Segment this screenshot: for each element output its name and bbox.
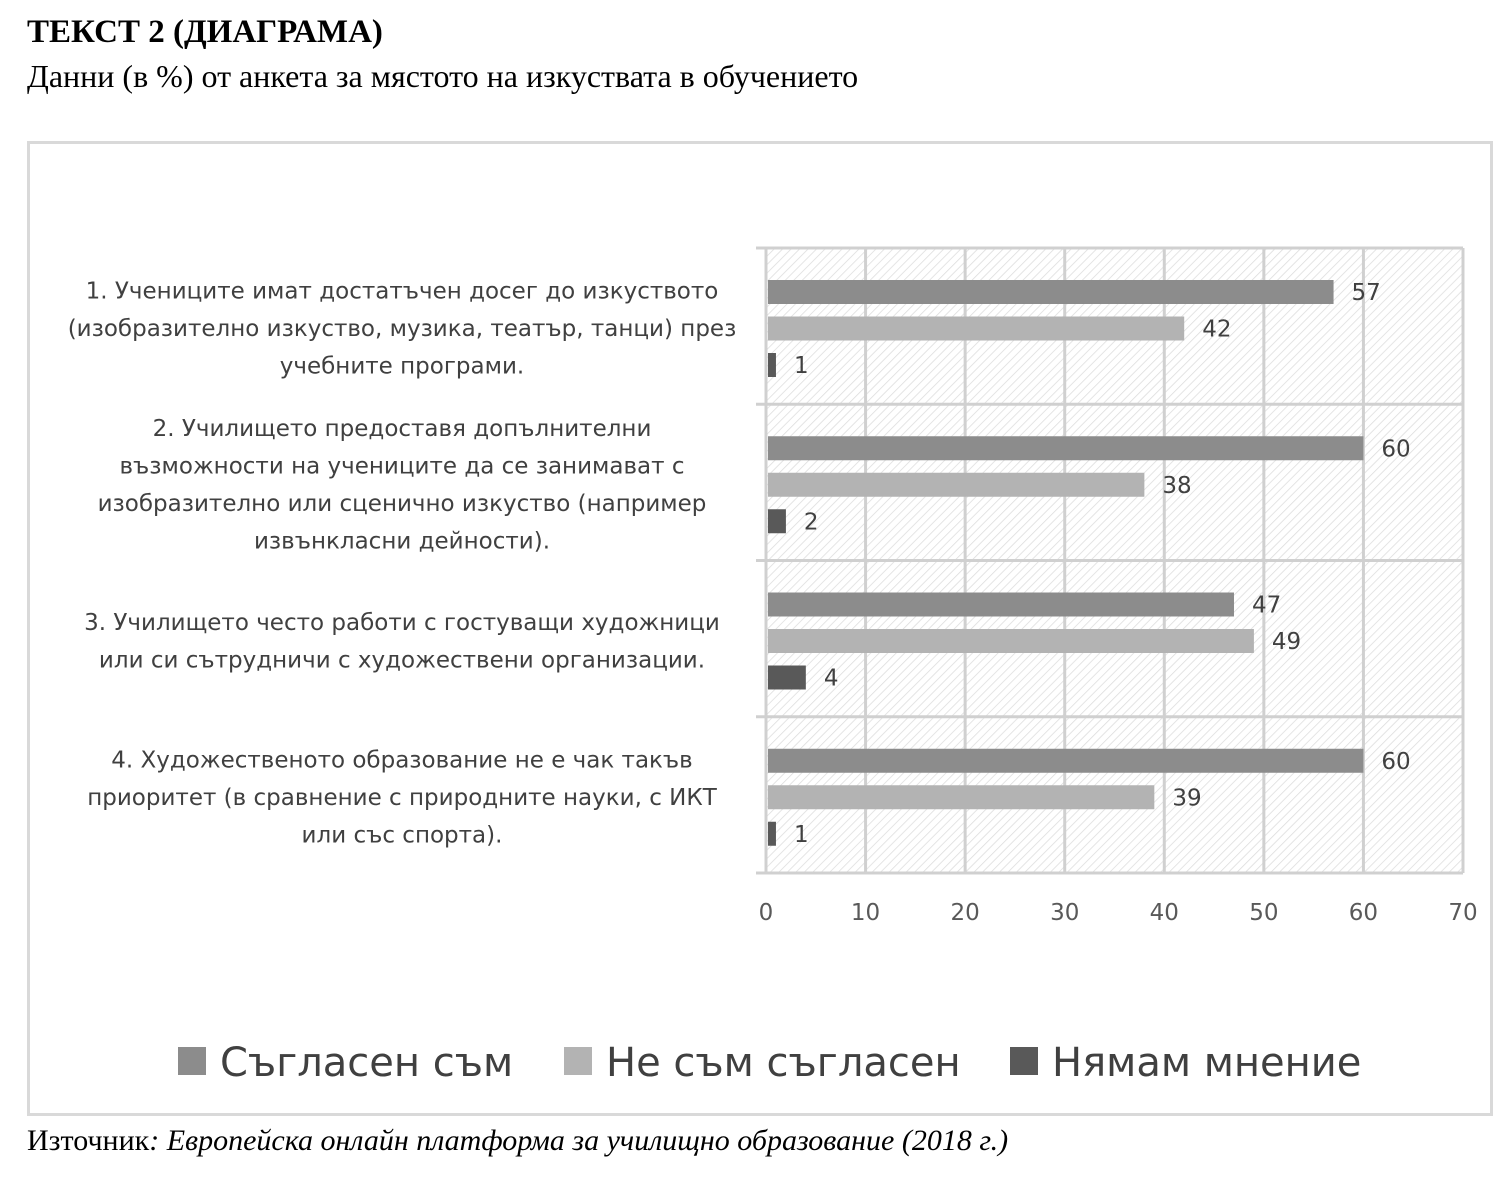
bar — [768, 436, 1364, 461]
category-label: или със спорта). — [302, 822, 503, 848]
category-label: приоритет (в сравнение с природните наук… — [87, 785, 717, 811]
category-label: 4. Художественото образование не е чак т… — [111, 747, 693, 773]
data-label: 1 — [794, 353, 809, 379]
legend-label: Нямам мнение — [1052, 1040, 1361, 1086]
legend-swatch — [564, 1047, 592, 1075]
category-label: учебните програми. — [280, 354, 524, 380]
x-tick-label: 30 — [1050, 900, 1079, 926]
x-tick-label: 20 — [951, 900, 980, 926]
data-label: 39 — [1172, 785, 1201, 811]
bar — [768, 748, 1364, 773]
data-label: 47 — [1252, 593, 1281, 619]
bar — [768, 353, 776, 377]
category-label: или си сътрудничи с художествени организ… — [99, 647, 705, 673]
data-label: 60 — [1381, 749, 1410, 775]
source-label: Източник — [27, 1124, 150, 1157]
bar — [768, 665, 806, 690]
data-label: 1 — [794, 822, 809, 848]
legend-swatch — [1010, 1047, 1038, 1075]
page-subheading: Данни (в %) от анкета за мястото на изку… — [27, 58, 859, 94]
legend-label: Не съм съгласен — [606, 1040, 961, 1086]
bar — [768, 629, 1254, 653]
x-tick-label: 60 — [1349, 900, 1378, 926]
source-note: Източник: Европейска онлайн платформа за… — [27, 1124, 1008, 1158]
data-label: 2 — [804, 509, 819, 535]
x-tick-label: 0 — [759, 900, 774, 926]
bar — [768, 280, 1334, 304]
data-label: 38 — [1162, 473, 1191, 499]
chart-frame: 57 42 1 1. Учениците имат достатъчен досег … — [27, 141, 1493, 1116]
data-label: 57 — [1352, 280, 1381, 306]
page-heading: ТЕКСТ 2 (ДИАГРАМА) — [27, 14, 383, 50]
bar — [768, 509, 786, 534]
bar — [768, 592, 1234, 617]
bar — [768, 472, 1145, 497]
data-label: 42 — [1202, 317, 1231, 343]
bar — [768, 316, 1185, 341]
category-label: 2. Училището предоставя допълнителни — [153, 416, 652, 442]
category-label: 3. Училището често работи с гостуващи ху… — [84, 610, 720, 636]
data-label: 60 — [1381, 436, 1410, 462]
category-label: (изобразително изкуство, музика, театър,… — [68, 316, 737, 342]
bar — [768, 785, 1155, 810]
x-tick-label: 70 — [1448, 900, 1477, 926]
x-tick-label: 50 — [1249, 900, 1278, 926]
data-label: 49 — [1272, 629, 1301, 655]
legend-label: Съгласен съм — [220, 1040, 513, 1086]
category-label: 1. Учениците имат достатъчен досег до из… — [86, 279, 719, 305]
x-tick-label: 10 — [851, 900, 880, 926]
x-tick-label: 40 — [1150, 900, 1179, 926]
category-label: възможности на учениците да се занимават… — [119, 454, 684, 480]
data-label: 4 — [824, 666, 839, 692]
source-title: : Европейска онлайн платформа за училищн… — [149, 1124, 1009, 1157]
bar — [768, 821, 776, 846]
category-label: извънкласни дейности). — [254, 529, 550, 555]
legend-swatch — [178, 1047, 206, 1075]
category-label: изобразително или сценично изкуство (нап… — [98, 491, 707, 517]
